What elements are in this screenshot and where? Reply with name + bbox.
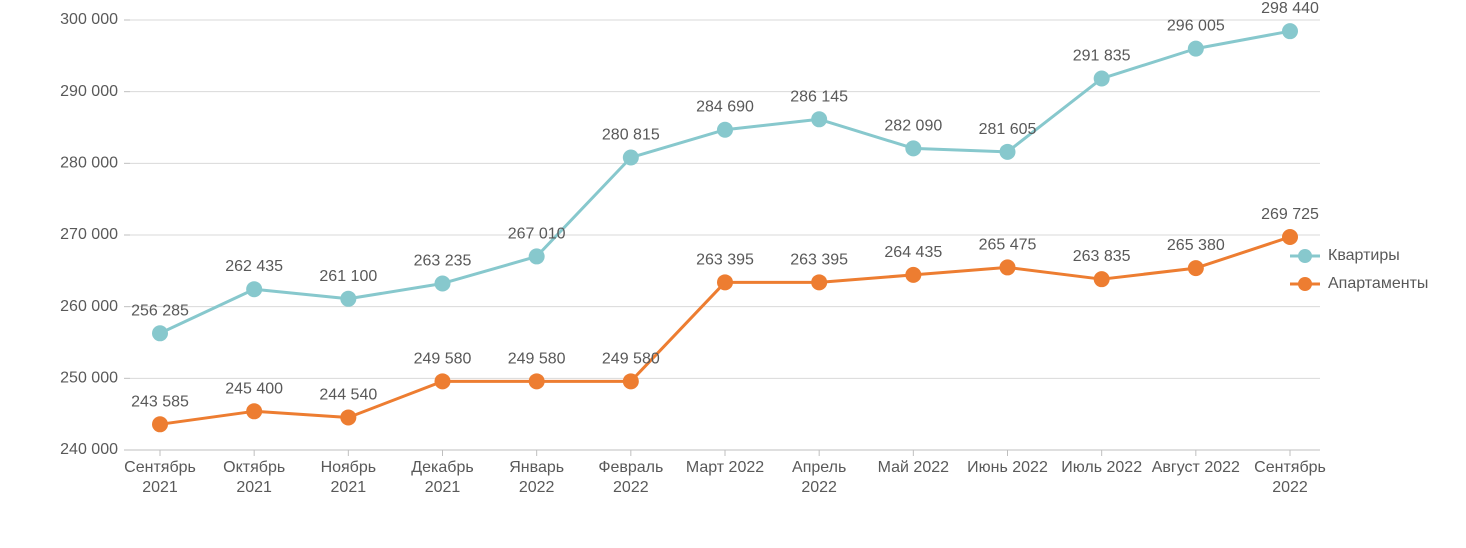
series-marker <box>1282 229 1298 245</box>
data-label: 263 395 <box>790 251 848 268</box>
series-marker <box>529 373 545 389</box>
data-label: 262 435 <box>225 258 283 275</box>
series-marker <box>717 274 733 290</box>
data-label: 291 835 <box>1073 48 1131 65</box>
data-label: 282 090 <box>884 117 942 134</box>
chart-svg: 240 000 250 000 260 000 270 000 280 000 290 0… <box>0 0 1466 548</box>
data-label: 263 835 <box>1073 248 1131 265</box>
data-label: 261 100 <box>319 268 377 285</box>
series-marker <box>1282 23 1298 39</box>
series-marker <box>435 373 451 389</box>
series-marker <box>905 140 921 156</box>
series-marker <box>717 122 733 138</box>
line-chart: 240 000 250 000 260 000 270 000 280 000 290 0… <box>0 0 1466 548</box>
x-axis-label: Март 2022 <box>686 459 764 476</box>
series-marker <box>1188 260 1204 276</box>
data-label: 269 725 <box>1261 206 1319 223</box>
data-label: 286 145 <box>790 88 848 105</box>
y-axis-label: 260 000 <box>60 298 118 315</box>
data-label: 249 580 <box>602 350 660 367</box>
data-label: 244 540 <box>319 386 377 403</box>
y-axis-label: 250 000 <box>60 370 118 387</box>
x-axis-label: Август 2022 <box>1152 459 1240 476</box>
y-axis-label: 290 000 <box>60 83 118 100</box>
data-label: 256 285 <box>131 302 189 319</box>
legend-swatch-marker <box>1298 249 1312 263</box>
data-label: 263 235 <box>414 252 472 269</box>
data-label: 245 400 <box>225 380 283 397</box>
legend-swatch-marker <box>1298 277 1312 291</box>
series-marker <box>1188 41 1204 57</box>
series-marker <box>340 291 356 307</box>
data-label: 249 580 <box>508 350 566 367</box>
data-label: 265 475 <box>979 236 1037 253</box>
x-axis-label: Май 2022 <box>878 459 949 476</box>
series-marker <box>811 111 827 127</box>
series-marker <box>152 325 168 341</box>
series-marker <box>1094 271 1110 287</box>
data-label: 243 585 <box>131 393 189 410</box>
data-label: 298 440 <box>1261 0 1319 17</box>
series-marker <box>623 149 639 165</box>
y-axis-label: 270 000 <box>60 226 118 243</box>
series-marker <box>905 267 921 283</box>
data-label: 267 010 <box>508 225 566 242</box>
data-label: 296 005 <box>1167 18 1225 35</box>
series-marker <box>1000 259 1016 275</box>
legend-label: Апартаменты <box>1328 275 1428 292</box>
series-marker <box>152 416 168 432</box>
legend-label: Квартиры <box>1328 247 1400 264</box>
data-label: 263 395 <box>696 251 754 268</box>
data-label: 265 380 <box>1167 237 1225 254</box>
x-axis-label: Июль 2022 <box>1061 459 1142 476</box>
series-marker <box>1000 144 1016 160</box>
data-label: 284 690 <box>696 99 754 116</box>
y-axis-label: 300 000 <box>60 11 118 28</box>
series-marker <box>623 373 639 389</box>
series-marker <box>435 275 451 291</box>
y-axis-label: 280 000 <box>60 155 118 172</box>
y-axis-label: 240 000 <box>60 441 118 458</box>
data-label: 281 605 <box>979 121 1037 138</box>
series-marker <box>1094 71 1110 87</box>
series-marker <box>246 281 262 297</box>
data-label: 249 580 <box>414 350 472 367</box>
series-marker <box>246 403 262 419</box>
series-marker <box>340 409 356 425</box>
data-label: 264 435 <box>884 244 942 261</box>
data-label: 280 815 <box>602 126 660 143</box>
series-marker <box>811 274 827 290</box>
x-axis-label: Июнь 2022 <box>967 459 1048 476</box>
series-marker <box>529 248 545 264</box>
